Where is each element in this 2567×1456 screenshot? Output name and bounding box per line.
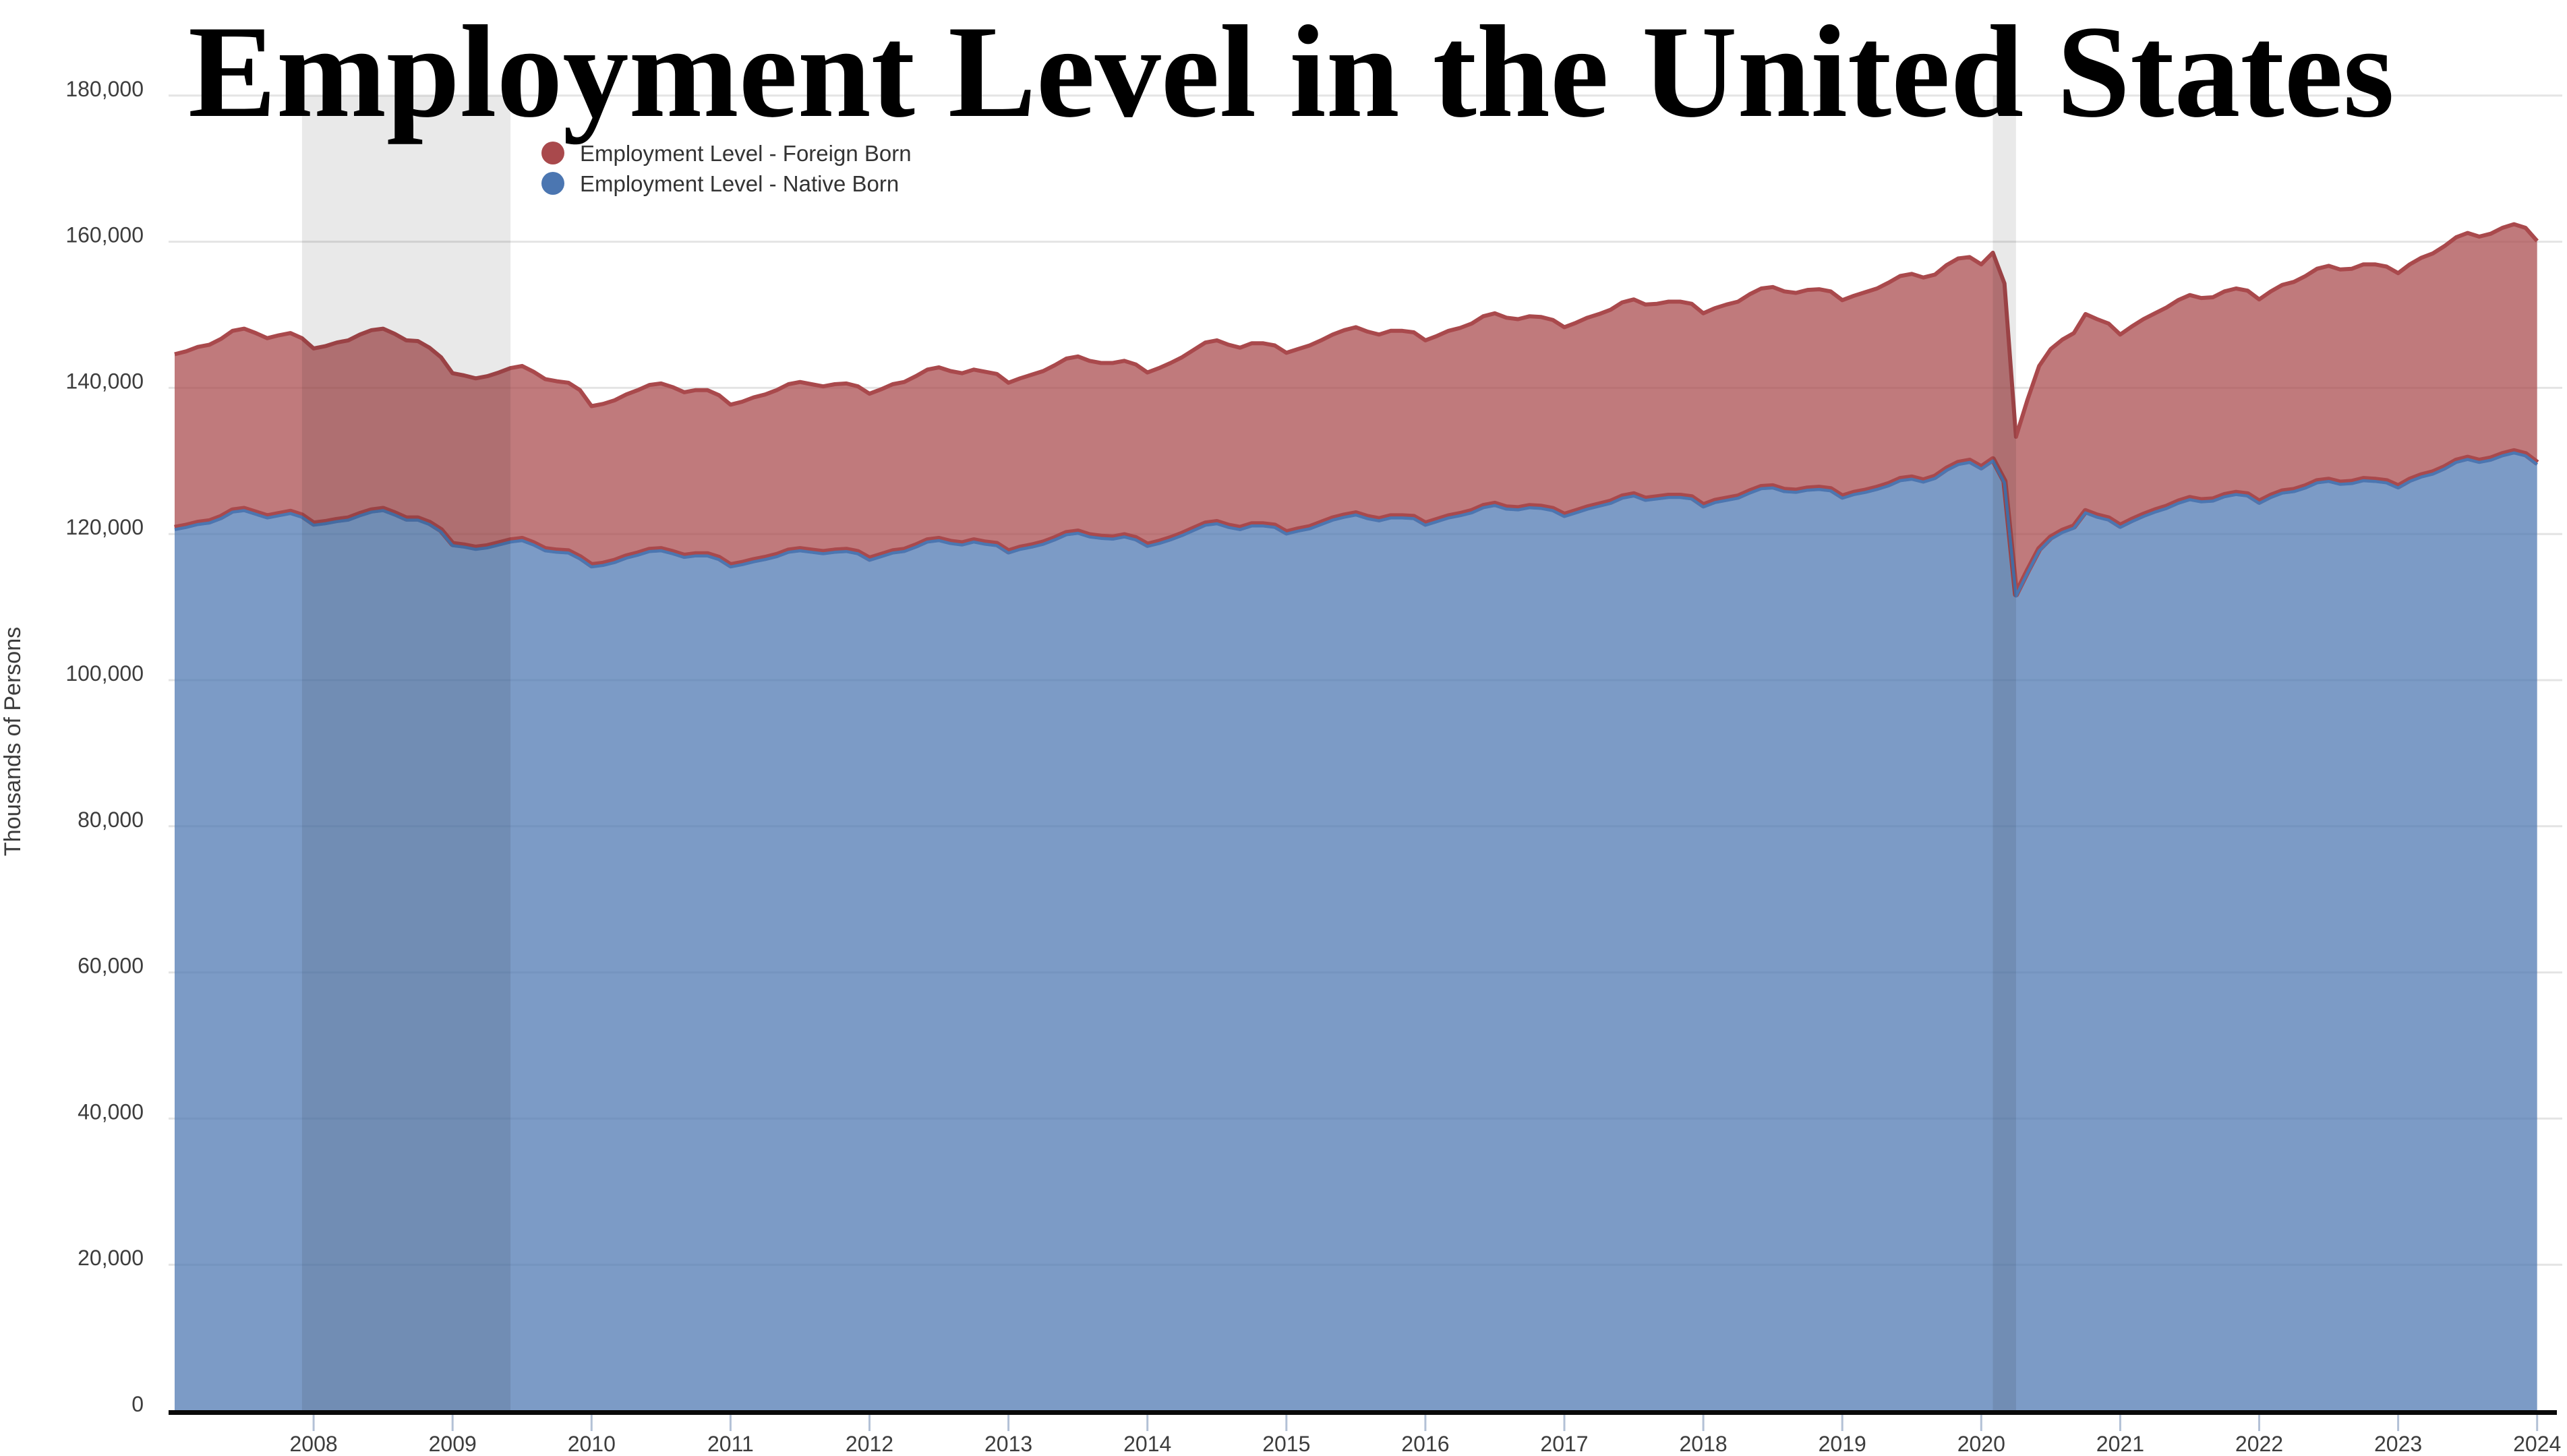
legend-item-native-born: Employment Level - Native Born	[541, 171, 899, 196]
x-tick-label: 2022	[2235, 1432, 2283, 1456]
x-tick-label: 2017	[1540, 1432, 1588, 1456]
x-tick-label: 2011	[707, 1432, 754, 1456]
line-boundary-halo	[174, 448, 2539, 598]
y-tick-label: 100,000	[65, 661, 144, 686]
legend-label-native-born: Employment Level - Native Born	[580, 171, 899, 196]
line-foreign-born-total	[174, 222, 2539, 439]
x-tick-label: 2009	[429, 1432, 477, 1456]
y-tick-label: 140,000	[65, 369, 144, 393]
x-tick-label: 2018	[1680, 1432, 1728, 1456]
y-tick-label: 180,000	[65, 77, 144, 101]
x-tick-label: 2015	[1262, 1432, 1310, 1456]
legend-marker-foreign-born-icon	[541, 142, 564, 164]
recession-band	[301, 95, 511, 1411]
x-axis: 2008 2009 2010 2011 2012 2013 2014 2015 2016 2017…	[169, 1410, 2561, 1456]
x-tick-label: 2012	[846, 1432, 893, 1456]
x-tick-label: 2019	[1819, 1432, 1866, 1456]
legend-label-foreign-born: Employment Level - Foreign Born	[580, 141, 912, 166]
chart-title: Employment Level in the United States	[188, 0, 2394, 145]
y-tick-label: 20,000	[78, 1246, 144, 1270]
y-axis: 0 20,000 40,000 60,000 80,000 100,000 120,000 1…	[65, 77, 144, 1416]
legend-marker-native-born-icon	[541, 172, 564, 195]
legend: Employment Level - Foreign Born Employme…	[541, 141, 912, 196]
recession-bands	[301, 95, 2016, 1411]
x-tick-label: 2008	[290, 1432, 338, 1456]
recession-band	[1993, 95, 2016, 1411]
area-foreign-born	[175, 224, 2537, 597]
y-tick-label: 160,000	[65, 223, 144, 247]
plot-areas	[174, 222, 2539, 1411]
y-tick-label: 120,000	[65, 515, 144, 539]
x-tick-label: 2021	[2096, 1432, 2144, 1456]
line-native-born	[174, 451, 2539, 598]
y-tick-label: 40,000	[78, 1099, 144, 1124]
x-tick-label: 2016	[1401, 1432, 1449, 1456]
x-tick-label: 2013	[984, 1432, 1032, 1456]
y-tick-label: 0	[131, 1392, 144, 1416]
y-tick-label: 80,000	[78, 808, 144, 832]
y-axis-title: Thousands of Persons	[0, 627, 26, 856]
legend-item-foreign-born: Employment Level - Foreign Born	[541, 141, 912, 166]
x-tick-label: 2010	[568, 1432, 616, 1456]
y-tick-label: 60,000	[78, 954, 144, 978]
x-tick-label: 2023	[2374, 1432, 2422, 1456]
x-tick-label: 2020	[1957, 1432, 2005, 1456]
area-native-born	[175, 452, 2537, 1411]
x-tick-label: 2024	[2513, 1432, 2561, 1456]
x-tick-label: 2014	[1123, 1432, 1171, 1456]
